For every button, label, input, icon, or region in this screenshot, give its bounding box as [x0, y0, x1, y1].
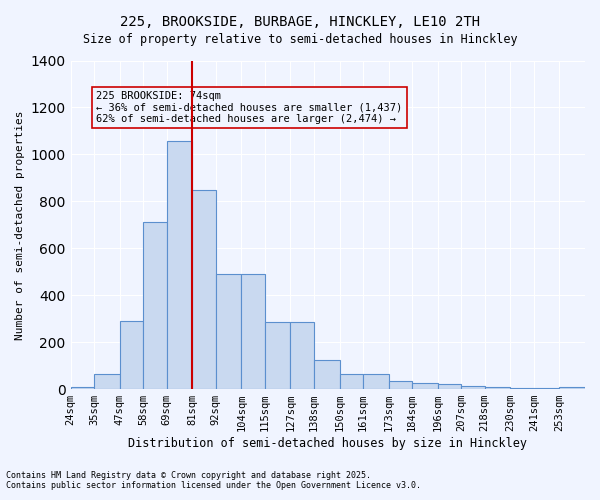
Bar [143, 222, 167, 389]
Bar [438, 384, 461, 389]
Bar [167, 142, 192, 389]
Bar [94, 374, 119, 389]
Bar [461, 386, 485, 389]
X-axis label: Distribution of semi-detached houses by size in Hinckley: Distribution of semi-detached houses by … [128, 437, 527, 450]
Bar [534, 388, 559, 389]
Bar [559, 386, 585, 389]
Bar [510, 388, 534, 389]
Bar [485, 386, 510, 389]
Bar [241, 274, 265, 389]
Bar [192, 190, 216, 389]
Bar [314, 360, 340, 389]
Bar [119, 321, 143, 389]
Bar [412, 383, 438, 389]
Bar [363, 374, 389, 389]
Bar [340, 374, 363, 389]
Bar [216, 274, 241, 389]
Y-axis label: Number of semi-detached properties: Number of semi-detached properties [15, 110, 25, 340]
Bar [290, 322, 314, 389]
Text: Contains HM Land Registry data © Crown copyright and database right 2025.
Contai: Contains HM Land Registry data © Crown c… [6, 470, 421, 490]
Bar [265, 322, 290, 389]
Bar [389, 381, 412, 389]
Bar [71, 386, 94, 389]
Text: Size of property relative to semi-detached houses in Hinckley: Size of property relative to semi-detach… [83, 32, 517, 46]
Text: 225, BROOKSIDE, BURBAGE, HINCKLEY, LE10 2TH: 225, BROOKSIDE, BURBAGE, HINCKLEY, LE10 … [120, 15, 480, 29]
Text: 225 BROOKSIDE: 74sqm
← 36% of semi-detached houses are smaller (1,437)
62% of se: 225 BROOKSIDE: 74sqm ← 36% of semi-detac… [96, 91, 403, 124]
